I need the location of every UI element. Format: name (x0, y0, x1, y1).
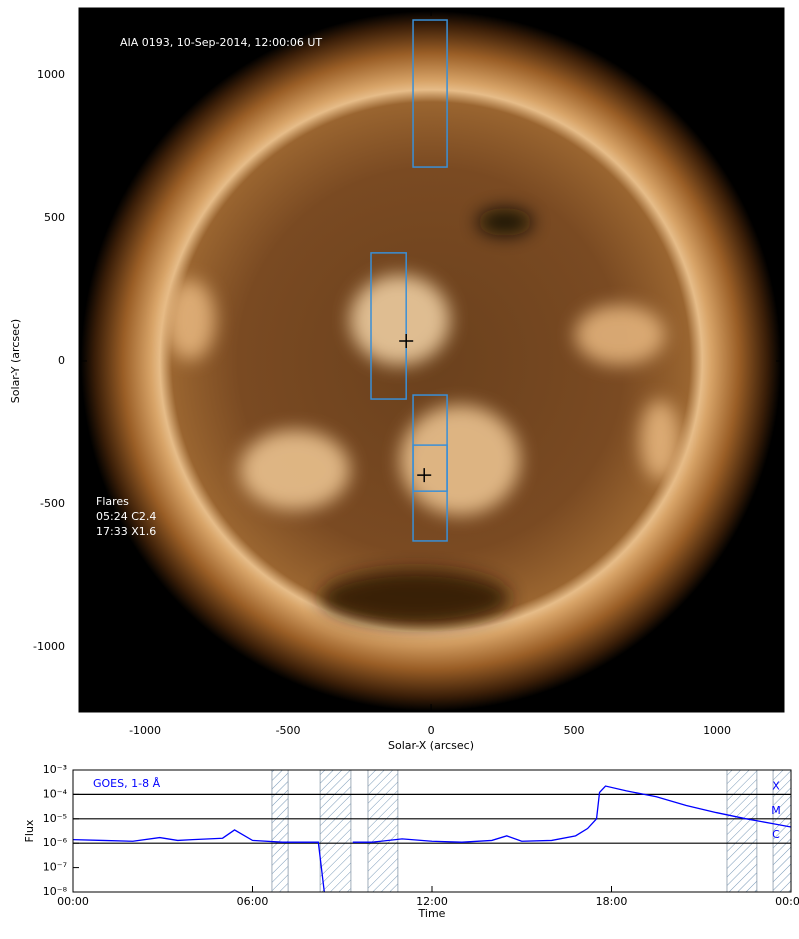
region-box (412, 19, 448, 168)
x-tick-label: -500 (276, 724, 301, 737)
x-tick-label: 00:00 (775, 895, 799, 908)
y-tick-label: 10⁻⁸ (43, 885, 68, 898)
region-box (412, 444, 448, 492)
y-tick-label: 10⁻⁶ (43, 836, 68, 849)
x-tick-label: 18:00 (596, 895, 628, 908)
annotation: 05:24 C2.4 (96, 510, 156, 523)
x-tick-label: 00:00 (57, 895, 89, 908)
data-gap (271, 769, 289, 893)
position-marker (417, 468, 432, 483)
plot-frame (72, 769, 792, 893)
y-tick-label: 1000 (37, 68, 65, 81)
position-marker (399, 333, 414, 348)
x-axis-label: Solar-X (arcsec) (388, 739, 474, 752)
goes-plot-area (73, 770, 791, 892)
y-tick-label: 0 (58, 354, 65, 367)
x-tick-label: 500 (564, 724, 585, 737)
y-tick-label: 10⁻⁵ (43, 812, 67, 825)
data-gap (726, 769, 758, 893)
level-label: M (771, 804, 781, 817)
x-tick-label: 0 (428, 724, 435, 737)
x-tick-label: 1000 (703, 724, 731, 737)
y-axis-label: Solar-Y (arcsec) (9, 319, 22, 403)
flux-line (72, 785, 792, 893)
y-tick-label: 10⁻⁷ (43, 861, 67, 874)
annotation: 17:33 X1.6 (96, 525, 156, 538)
x-tick-label: 06:00 (237, 895, 269, 908)
legend-entry: GOES, 1-8 Å (93, 777, 161, 790)
x-axis-label: Time (418, 907, 446, 920)
y-tick-label: 500 (44, 211, 65, 224)
data-gap (367, 769, 399, 893)
level-label: X (772, 779, 780, 792)
y-axis-label: Flux (23, 819, 36, 842)
y-tick-label: -500 (40, 497, 65, 510)
x-tick-label: -1000 (129, 724, 161, 737)
x-tick-label: 12:00 (416, 895, 448, 908)
annotation: Flares (96, 495, 129, 508)
solar-image (79, 8, 784, 712)
region-box (370, 252, 407, 400)
image-title: AIA 0193, 10-Sep-2014, 12:00:06 UT (120, 36, 322, 49)
y-tick-label: 10⁻³ (43, 763, 67, 776)
data-gap (319, 769, 352, 893)
level-label: C (772, 828, 780, 841)
y-tick-label: -1000 (33, 640, 65, 653)
y-tick-label: 10⁻⁴ (43, 787, 68, 800)
